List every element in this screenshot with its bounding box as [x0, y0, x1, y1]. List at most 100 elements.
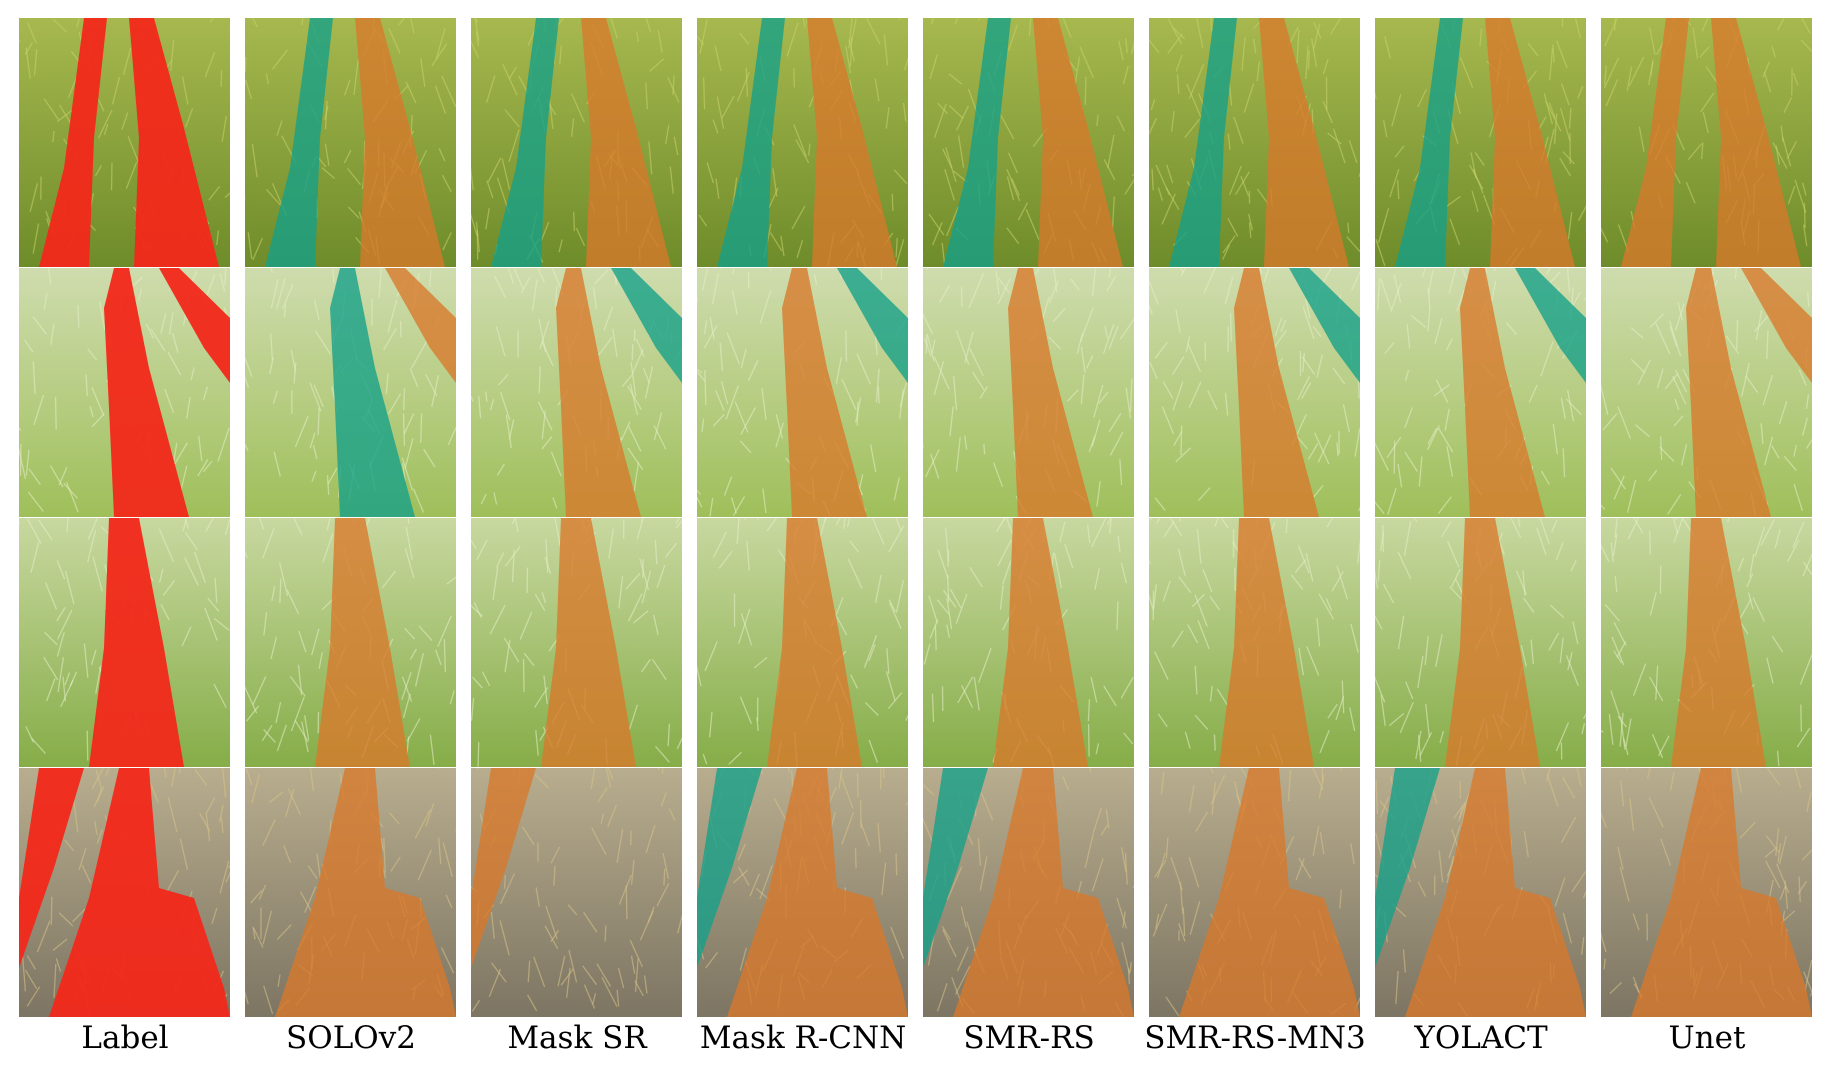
column-label: SOLOv2 [286, 1020, 416, 1056]
field-photo [471, 18, 682, 267]
segmentation-mask [1515, 268, 1586, 383]
field-photo [1149, 18, 1360, 267]
image-cell [19, 18, 230, 267]
column-label: SMR-RS [963, 1020, 1095, 1056]
segmentation-mask [541, 518, 636, 767]
segmentation-mask [39, 18, 107, 267]
segmentation-mask [1259, 18, 1349, 267]
segmentation-mask [943, 18, 1011, 267]
image-cell [245, 768, 456, 1017]
image-cell [245, 18, 456, 267]
field-photo [1149, 768, 1360, 1017]
column-label: YOLACT [1414, 1020, 1548, 1056]
image-cell [923, 268, 1134, 517]
field-photo [1375, 18, 1586, 267]
image-cell [471, 768, 682, 1017]
segmentation-mask [1711, 18, 1801, 267]
field-photo [1375, 518, 1586, 767]
segmentation-mask [1179, 768, 1360, 1017]
segmentation-mask [1671, 518, 1766, 767]
image-cell [1375, 18, 1586, 267]
field-photo [471, 268, 682, 517]
column-label: Mask R-CNN [699, 1020, 907, 1056]
field-photo [19, 518, 230, 767]
segmentation-mask [1741, 268, 1812, 383]
field-photo [1149, 268, 1360, 517]
field-photo [697, 268, 908, 517]
field-photo [697, 768, 908, 1017]
image-cell [471, 268, 682, 517]
segmentation-mask [315, 518, 410, 767]
segmentation-mask [1445, 518, 1540, 767]
segmentation-mask [837, 268, 908, 383]
segmentation-mask [471, 768, 536, 968]
field-photo [245, 268, 456, 517]
segmentation-mask [265, 18, 333, 267]
image-cell [1601, 518, 1812, 767]
segmentation-mask [104, 268, 189, 517]
field-photo [19, 268, 230, 517]
image-cell [19, 518, 230, 767]
image-cell [1149, 768, 1360, 1017]
segmentation-mask [1008, 268, 1093, 517]
segmentation-mask [1219, 518, 1314, 767]
field-photo [471, 518, 682, 767]
image-cell [471, 18, 682, 267]
field-photo [245, 518, 456, 767]
field-photo [245, 768, 456, 1017]
image-cell [245, 518, 456, 767]
segmentation-mask [1289, 268, 1360, 383]
image-cell [1375, 268, 1586, 517]
image-cell [697, 268, 908, 517]
field-photo [471, 768, 682, 1017]
field-photo [245, 18, 456, 267]
segmentation-mask [1033, 18, 1123, 267]
field-photo [1601, 518, 1812, 767]
image-cell [697, 768, 908, 1017]
segmentation-mask [1405, 768, 1586, 1017]
image-cell [1601, 768, 1812, 1017]
segmentation-mask [1395, 18, 1463, 267]
segmentation-mask [1686, 268, 1771, 517]
field-photo [923, 268, 1134, 517]
field-photo [1375, 268, 1586, 517]
field-photo [923, 518, 1134, 767]
image-cell [923, 768, 1134, 1017]
segmentation-mask [1485, 18, 1575, 267]
field-photo [1149, 518, 1360, 767]
column-label: Label [81, 1020, 169, 1056]
segmentation-mask [993, 518, 1088, 767]
image-cell [697, 18, 908, 267]
column-label: Mask SR [507, 1020, 647, 1056]
segmentation-mask [727, 768, 908, 1017]
segmentation-mask [385, 268, 456, 383]
field-photo [697, 518, 908, 767]
field-photo [1601, 768, 1812, 1017]
segmentation-mask [581, 18, 671, 267]
segmentation-mask [611, 268, 682, 383]
segmentation-mask [491, 18, 559, 267]
image-cell [923, 18, 1134, 267]
image-cell [923, 518, 1134, 767]
segmentation-mask [330, 268, 415, 517]
segmentation-mask [159, 268, 230, 383]
segmentation-mask [923, 768, 988, 968]
segmentation-mask [1234, 268, 1319, 517]
field-photo [19, 768, 230, 1017]
image-cell [471, 518, 682, 767]
segmentation-mask [717, 18, 785, 267]
image-cell [1375, 768, 1586, 1017]
image-cell [1601, 18, 1812, 267]
image-cell [245, 268, 456, 517]
image-cell [19, 768, 230, 1017]
field-photo [697, 18, 908, 267]
segmentation-mask [19, 768, 84, 968]
column-label: SMR-RS-MN3 [1144, 1020, 1366, 1056]
segmentation-mask [355, 18, 445, 267]
segmentation-mask [807, 18, 897, 267]
field-photo [923, 768, 1134, 1017]
segmentation-mask [1169, 18, 1237, 267]
image-cell [1149, 518, 1360, 767]
segmentation-mask [953, 768, 1134, 1017]
